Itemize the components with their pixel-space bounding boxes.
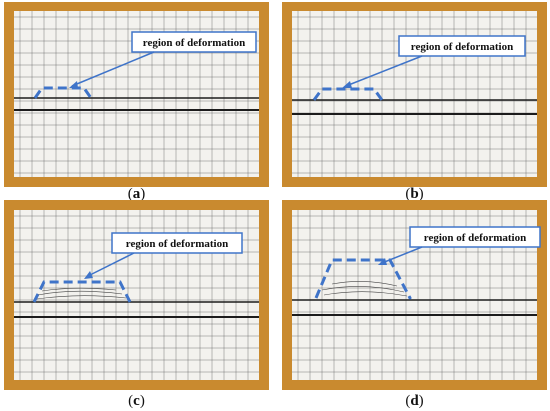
marker-dot [408, 296, 412, 300]
deformation-outline [312, 87, 384, 101]
photo-panel-b: region of deformation [282, 2, 547, 192]
photo-panel-c: region of deformation [4, 200, 269, 390]
caption-letter: b [410, 186, 419, 202]
deformation-outline [32, 280, 132, 303]
arrow-head [342, 81, 352, 88]
annotation-label: region of deformation [126, 238, 228, 250]
arrow-head [378, 258, 387, 265]
annotation-label: region of deformation [411, 41, 513, 53]
annotation-box [398, 35, 526, 57]
deformation-cracks [36, 287, 127, 300]
caption-a: (a) [127, 186, 146, 202]
model-test-photo-b: region of deformation [282, 2, 547, 187]
annotation-box [111, 232, 243, 254]
annotation-box [409, 226, 541, 248]
annotation-label: region of deformation [424, 232, 526, 244]
model-test-photo-a: region of deformation [4, 2, 269, 187]
annotation-box [131, 31, 257, 53]
annotation-arrow [87, 252, 135, 277]
annotation-label: region of deformation [143, 37, 245, 49]
annotation-arrow [345, 55, 423, 87]
arrow-head [69, 81, 78, 88]
deformation-cracks [321, 281, 408, 297]
deformation-outline [33, 86, 93, 99]
annotation-arrow [381, 246, 423, 264]
annotation-arrow [71, 51, 155, 87]
deformation-outline [314, 258, 412, 299]
photo-panel-d: region of deformation [282, 200, 547, 390]
caption-letter: c [133, 393, 140, 409]
caption-d: (d) [405, 393, 424, 409]
caption-letter: d [410, 393, 419, 409]
caption-b: (b) [405, 186, 424, 202]
arrow-head [84, 271, 93, 279]
model-test-photo-c: region of deformation [4, 200, 269, 390]
model-test-photo-d: region of deformation [282, 200, 547, 390]
caption-letter: a [132, 186, 141, 202]
caption-c: (c) [128, 393, 145, 409]
photo-panel-a: region of deformation [4, 2, 269, 192]
